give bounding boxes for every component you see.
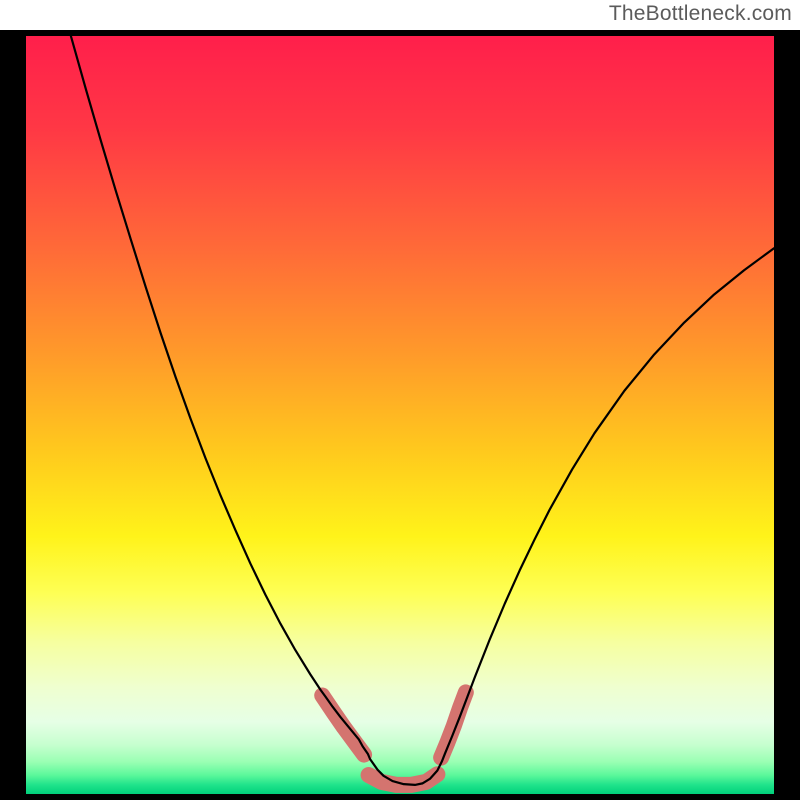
chart-svg: [26, 36, 774, 794]
watermark-text: TheBottleneck.com: [609, 2, 792, 26]
bottleneck-chart: [26, 36, 774, 794]
heatmap-gradient: [26, 36, 774, 794]
